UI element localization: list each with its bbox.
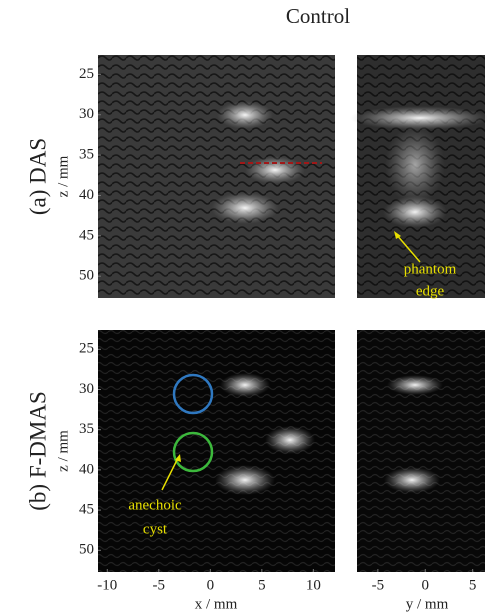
tick-label: 5: [469, 577, 477, 593]
z-tick-label: 35: [79, 147, 94, 163]
z-tick-label: 30: [79, 106, 94, 122]
annotation: edge: [416, 283, 445, 299]
z-tick-label: 45: [79, 502, 94, 518]
annotation: cyst: [143, 521, 168, 537]
row-label: (a) DAS: [25, 138, 50, 215]
z-tick-label: 45: [79, 227, 94, 243]
z-tick-label: 25: [79, 341, 94, 357]
annotation: phantom: [404, 261, 457, 277]
tick-label: 0: [207, 577, 215, 593]
tick-label: 0: [422, 577, 430, 593]
das-images: [98, 55, 487, 298]
fdmas-images: [98, 330, 485, 572]
tick-label: -5: [372, 577, 385, 593]
tick-label: -5: [153, 577, 166, 593]
z-tick-label: 50: [79, 268, 94, 284]
annotation: anechoic: [128, 497, 182, 513]
z-tick-label: 50: [79, 542, 94, 558]
title: Control: [286, 4, 350, 28]
z-tick-label: 25: [79, 66, 94, 82]
z-axis-label: z / mm: [55, 155, 71, 197]
tick-label: 5: [258, 577, 266, 593]
z-axis-label: z / mm: [55, 430, 71, 472]
z-tick-label: 35: [79, 421, 94, 437]
axis-label: y / mm: [406, 596, 449, 612]
row-label: (b) F-DMAS: [25, 391, 50, 510]
z-tick-label: 30: [79, 381, 94, 397]
tick-label: -10: [97, 577, 117, 593]
axis-label: x / mm: [195, 596, 238, 612]
z-tick-label: 40: [79, 187, 94, 203]
tick-label: 10: [306, 577, 321, 593]
z-tick-label: 40: [79, 461, 94, 477]
